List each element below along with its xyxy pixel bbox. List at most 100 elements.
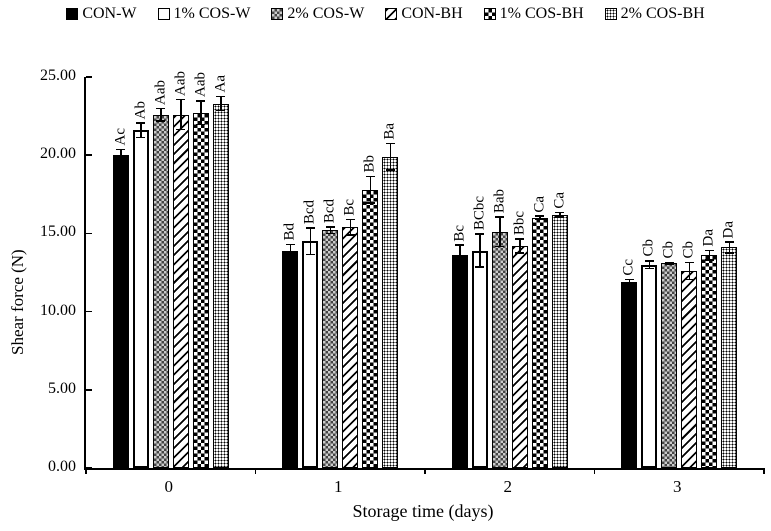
error-bar-top-cap bbox=[724, 241, 734, 243]
significance-label: Bbc bbox=[511, 210, 528, 236]
bar-cell: Bab bbox=[491, 77, 508, 468]
significance-label: Aab bbox=[192, 72, 209, 98]
error-bar-bottom-cap bbox=[345, 234, 355, 236]
significance-label: Cb bbox=[640, 239, 657, 257]
y-axis-title: Shear force (N) bbox=[8, 249, 27, 355]
error-bar bbox=[648, 260, 650, 270]
significance-label: Cb bbox=[660, 241, 677, 259]
error-bar-bottom-cap bbox=[644, 267, 654, 270]
y-tick-label: 25.00 bbox=[40, 67, 76, 84]
y-tick-mark bbox=[86, 154, 92, 156]
y-tick-label: 0.00 bbox=[48, 458, 76, 475]
error-bar-top-cap bbox=[365, 175, 375, 178]
x-tick-label-day-3: 3 bbox=[673, 477, 682, 496]
error-bar bbox=[459, 244, 461, 267]
bar-group-day-3: Cc Cb Cb Cb Da Da bbox=[595, 77, 765, 468]
bar-con-w bbox=[621, 281, 638, 468]
error-bar-bottom-cap bbox=[136, 136, 146, 138]
legend-item-3: 2% COS-W bbox=[271, 5, 364, 23]
significance-label: Bb bbox=[361, 155, 378, 173]
error-bar bbox=[389, 142, 391, 171]
bar-2cos-w bbox=[152, 114, 169, 468]
error-bar bbox=[479, 233, 481, 268]
error-bar-top-cap bbox=[216, 95, 226, 98]
significance-label: Bc bbox=[451, 224, 468, 242]
significance-label: Ab bbox=[132, 101, 149, 120]
bar-cell: Bb bbox=[361, 77, 379, 468]
y-tick-mark bbox=[86, 310, 92, 313]
significance-label: Ca bbox=[531, 195, 548, 213]
x-axis-title: Storage time (days) bbox=[352, 501, 494, 521]
error-bar-bottom-cap bbox=[515, 252, 525, 254]
bar-cell: Cb bbox=[681, 77, 698, 468]
significance-label: Aa bbox=[212, 75, 229, 93]
error-bar bbox=[688, 261, 690, 281]
error-bar-top-cap bbox=[644, 260, 654, 262]
bar-con-w bbox=[282, 250, 299, 468]
x-tick-mark bbox=[593, 468, 595, 474]
legend-label: 1% COS-W bbox=[173, 5, 251, 22]
bar-cell: Bd bbox=[281, 77, 299, 468]
error-bar bbox=[668, 261, 670, 265]
significance-label: Da bbox=[720, 220, 737, 239]
error-bar-top-cap bbox=[285, 243, 295, 246]
error-bar-bottom-cap bbox=[216, 109, 226, 112]
error-bar bbox=[200, 100, 202, 126]
legend-swatch-icon bbox=[604, 8, 617, 20]
bar-con-bh bbox=[511, 245, 528, 468]
error-bar-top-cap bbox=[624, 278, 634, 281]
x-tick-mark bbox=[254, 468, 256, 474]
legend-label: CON-W bbox=[82, 5, 137, 22]
bar-groups: Ac Ab Aab Aab Aab Aa Bd Bcd Bcd Bc Bb Ba Bc BCbc Bab Bb… bbox=[86, 71, 765, 468]
bar-cell: Bbc bbox=[511, 77, 528, 468]
legend-swatch-icon bbox=[66, 8, 79, 20]
error-bar-top-cap bbox=[116, 148, 126, 151]
bar-con-bh bbox=[342, 227, 359, 468]
x-tick-label-day-2: 2 bbox=[503, 477, 513, 496]
bar-1cos-w bbox=[641, 264, 658, 468]
error-bar bbox=[140, 122, 142, 138]
significance-label: Bd bbox=[281, 223, 298, 241]
error-bar bbox=[559, 211, 561, 218]
significance-label: Ac bbox=[112, 128, 129, 146]
bar-cell: Ba bbox=[382, 77, 399, 468]
x-tick-labels: 0 1 2 3 bbox=[84, 477, 762, 497]
bar-cell: Bcd bbox=[321, 77, 339, 468]
error-bar-top-cap bbox=[475, 233, 485, 235]
y-tick-label: 15.00 bbox=[40, 223, 76, 241]
x-tick-mark bbox=[85, 468, 87, 474]
error-bar-top-cap bbox=[305, 227, 315, 229]
error-bar-bottom-cap bbox=[176, 128, 186, 131]
error-bar-bottom-cap bbox=[724, 252, 734, 254]
error-bar bbox=[708, 249, 710, 261]
error-bar bbox=[160, 107, 162, 122]
bar-cell: Bc bbox=[451, 77, 468, 468]
significance-label: Da bbox=[700, 229, 717, 247]
significance-label: Bcd bbox=[301, 199, 318, 225]
bar-cell: Aab bbox=[192, 72, 209, 468]
significance-label: Ca bbox=[551, 191, 568, 209]
error-bar-top-cap bbox=[704, 249, 714, 252]
bar-2cos-w bbox=[491, 231, 508, 468]
error-bar-top-cap bbox=[515, 238, 525, 240]
legend-swatch-icon bbox=[157, 8, 170, 20]
error-bar bbox=[180, 98, 182, 131]
y-tick-mark bbox=[86, 389, 92, 391]
x-tick-mark bbox=[424, 468, 426, 474]
significance-label: Bc bbox=[341, 198, 358, 216]
error-bar-top-cap bbox=[495, 216, 505, 218]
error-bar-bottom-cap bbox=[555, 216, 565, 218]
error-bar-bottom-cap bbox=[285, 256, 295, 258]
bar-cell: Da bbox=[720, 77, 738, 468]
bar-group-day-1: Bd Bcd Bcd Bc Bb Ba bbox=[256, 77, 426, 468]
error-bar-bottom-cap bbox=[116, 159, 126, 162]
significance-label: Bcd bbox=[321, 199, 338, 224]
legend-label: 2% COS-W bbox=[287, 5, 365, 22]
bar-1cos-w bbox=[302, 241, 319, 468]
error-bar-bottom-cap bbox=[475, 266, 485, 268]
x-tick-label-day-0: 0 bbox=[164, 477, 174, 496]
error-bar-bottom-cap bbox=[535, 218, 545, 221]
bar-2cos-w bbox=[661, 263, 678, 468]
error-bar-top-cap bbox=[455, 244, 465, 246]
error-bar bbox=[369, 175, 371, 204]
